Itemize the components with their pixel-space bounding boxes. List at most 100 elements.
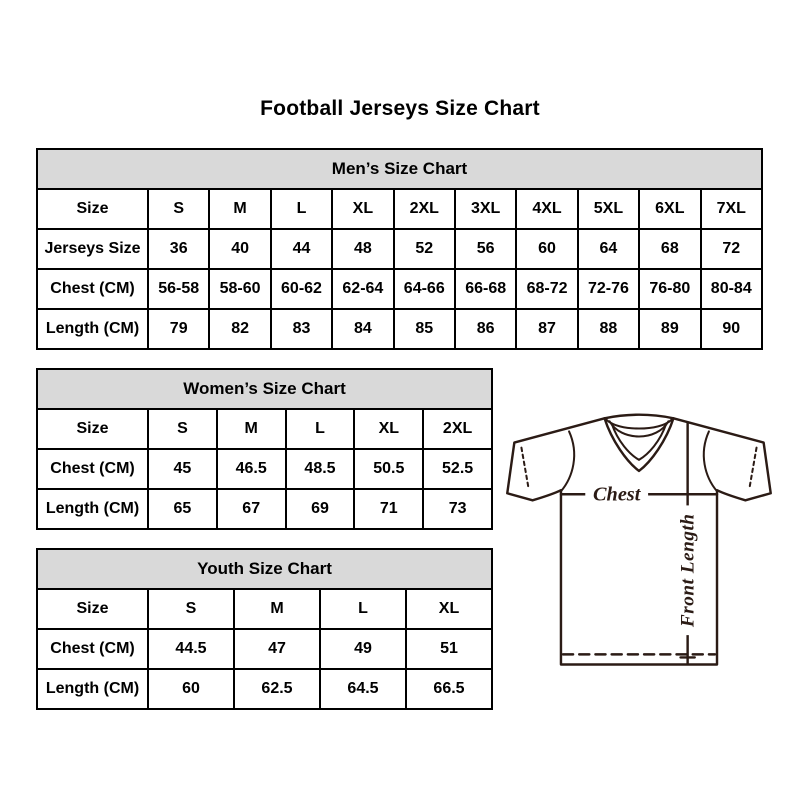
value-cell: S [147,408,218,450]
value-cell: 3XL [453,188,518,230]
value-cell: XL [331,188,395,230]
table-row: Chest (CM) 45 46.5 48.5 50.5 52.5 [36,448,493,490]
value-cell: 4XL [515,188,579,230]
value-cell: 58-60 [208,268,272,310]
value-cell: 52.5 [422,448,493,490]
front-length-label: Front Length [678,513,699,628]
jersey-svg: Chest Front Length [506,413,772,666]
row-label-cell: Size [36,188,149,230]
value-cell: M [233,588,321,630]
value-cell: 40 [208,228,272,270]
value-cell: 48.5 [284,448,356,490]
table-row: Length (CM) 60 62.5 64.5 66.5 [36,668,493,710]
value-cell: 47 [233,628,321,670]
front-length-label-bg [676,505,699,636]
page-title: Football Jerseys Size Chart [260,97,540,120]
value-cell: 66-68 [453,268,518,310]
value-cell: 67 [215,488,287,530]
value-cell: 72 [699,228,764,270]
row-label-cell: Chest (CM) [36,448,149,490]
value-cell: 87 [515,308,579,350]
value-cell: 52 [392,228,456,270]
value-cell: 7XL [699,188,764,230]
table-title: Youth Size Chart [36,548,493,590]
value-cell: 68 [638,228,702,270]
row-label-cell: Length (CM) [36,488,149,530]
value-cell: 60 [515,228,579,270]
value-cell: 44 [269,228,334,270]
value-cell: 84 [331,308,395,350]
row-label-cell: Length (CM) [36,308,149,350]
value-cell: L [319,588,407,630]
table-row: Size S M L XL 2XL 3XL 4XL 5XL 6XL 7XL [36,188,764,230]
womens-size-table: Women’s Size Chart Size S M L XL 2XL Chest (CM)… [36,368,493,530]
table-title-row: Youth Size Chart [36,548,493,590]
table-row: Length (CM) 79 82 83 84 85 86 87 88 89 90 [36,308,764,350]
value-cell: 88 [576,308,641,350]
row-label-cell: Size [36,588,149,630]
table-row: Size S M L XL 2XL [36,408,493,450]
chest-label-bg [585,483,649,505]
row-label-cell: Chest (CM) [36,268,149,310]
value-cell: L [284,408,356,450]
value-cell: 5XL [576,188,641,230]
value-cell: XL [405,588,493,630]
value-cell: L [269,188,334,230]
value-cell: 90 [699,308,764,350]
value-cell: S [146,188,211,230]
table-title-row: Women’s Size Chart [36,368,493,410]
jersey-diagram: Chest Front Length [498,398,782,702]
value-cell: 62.5 [233,668,321,710]
cuff-dash-right [748,446,758,490]
value-cell: 85 [392,308,456,350]
value-cell: 65 [147,488,218,530]
armhole-seam-left-icon [559,430,576,493]
collar-v-outer [603,417,675,473]
value-cell: 66.5 [405,668,493,710]
value-cell: 68-72 [515,268,579,310]
value-cell: S [147,588,235,630]
table-row: Size S M L XL [36,588,493,630]
table-title-row: Men’s Size Chart [36,148,763,190]
table-row: Length (CM) 65 67 69 71 73 [36,488,493,530]
value-cell: 60-62 [269,268,334,310]
value-cell: XL [353,408,425,450]
collar-back-arc-1 [605,418,673,430]
youth-size-table: Youth Size Chart Size S M L XL Chest (CM) 44.5 4… [36,548,493,710]
row-label-cell: Jerseys Size [36,228,149,270]
value-cell: 83 [269,308,334,350]
value-cell: 45 [147,448,218,490]
chest-label: Chest [593,483,642,505]
value-cell: 82 [208,308,272,350]
value-cell: 60 [147,668,235,710]
table-row: Chest (CM) 44.5 47 49 51 [36,628,493,670]
value-cell: 51 [405,628,493,670]
value-cell: 79 [146,308,211,350]
value-cell: M [208,188,272,230]
value-cell: 64 [576,228,641,270]
table-row: Chest (CM) 56-58 58-60 60-62 62-64 64-66 66-68… [36,268,764,310]
value-cell: 46.5 [215,448,287,490]
table-row: Jerseys Size 36 40 44 48 52 56 60 64 68 72 [36,228,764,270]
value-cell: 2XL [392,188,456,230]
value-cell: 36 [146,228,211,270]
value-cell: 64.5 [319,668,407,710]
table-title: Women’s Size Chart [36,368,493,410]
value-cell: 69 [284,488,356,530]
value-cell: 6XL [638,188,702,230]
value-cell: 73 [422,488,493,530]
row-label-cell: Chest (CM) [36,628,149,670]
table-title: Men’s Size Chart [36,148,763,190]
cuff-dash-left [520,446,530,490]
value-cell: 49 [319,628,407,670]
value-cell: 89 [638,308,702,350]
value-cell: 62-64 [331,268,395,310]
value-cell: 72-76 [576,268,641,310]
value-cell: 56-58 [146,268,211,310]
value-cell: 50.5 [353,448,425,490]
value-cell: 80-84 [699,268,764,310]
value-cell: M [215,408,287,450]
armhole-seam-right-icon [702,430,719,493]
value-cell: 48 [331,228,395,270]
